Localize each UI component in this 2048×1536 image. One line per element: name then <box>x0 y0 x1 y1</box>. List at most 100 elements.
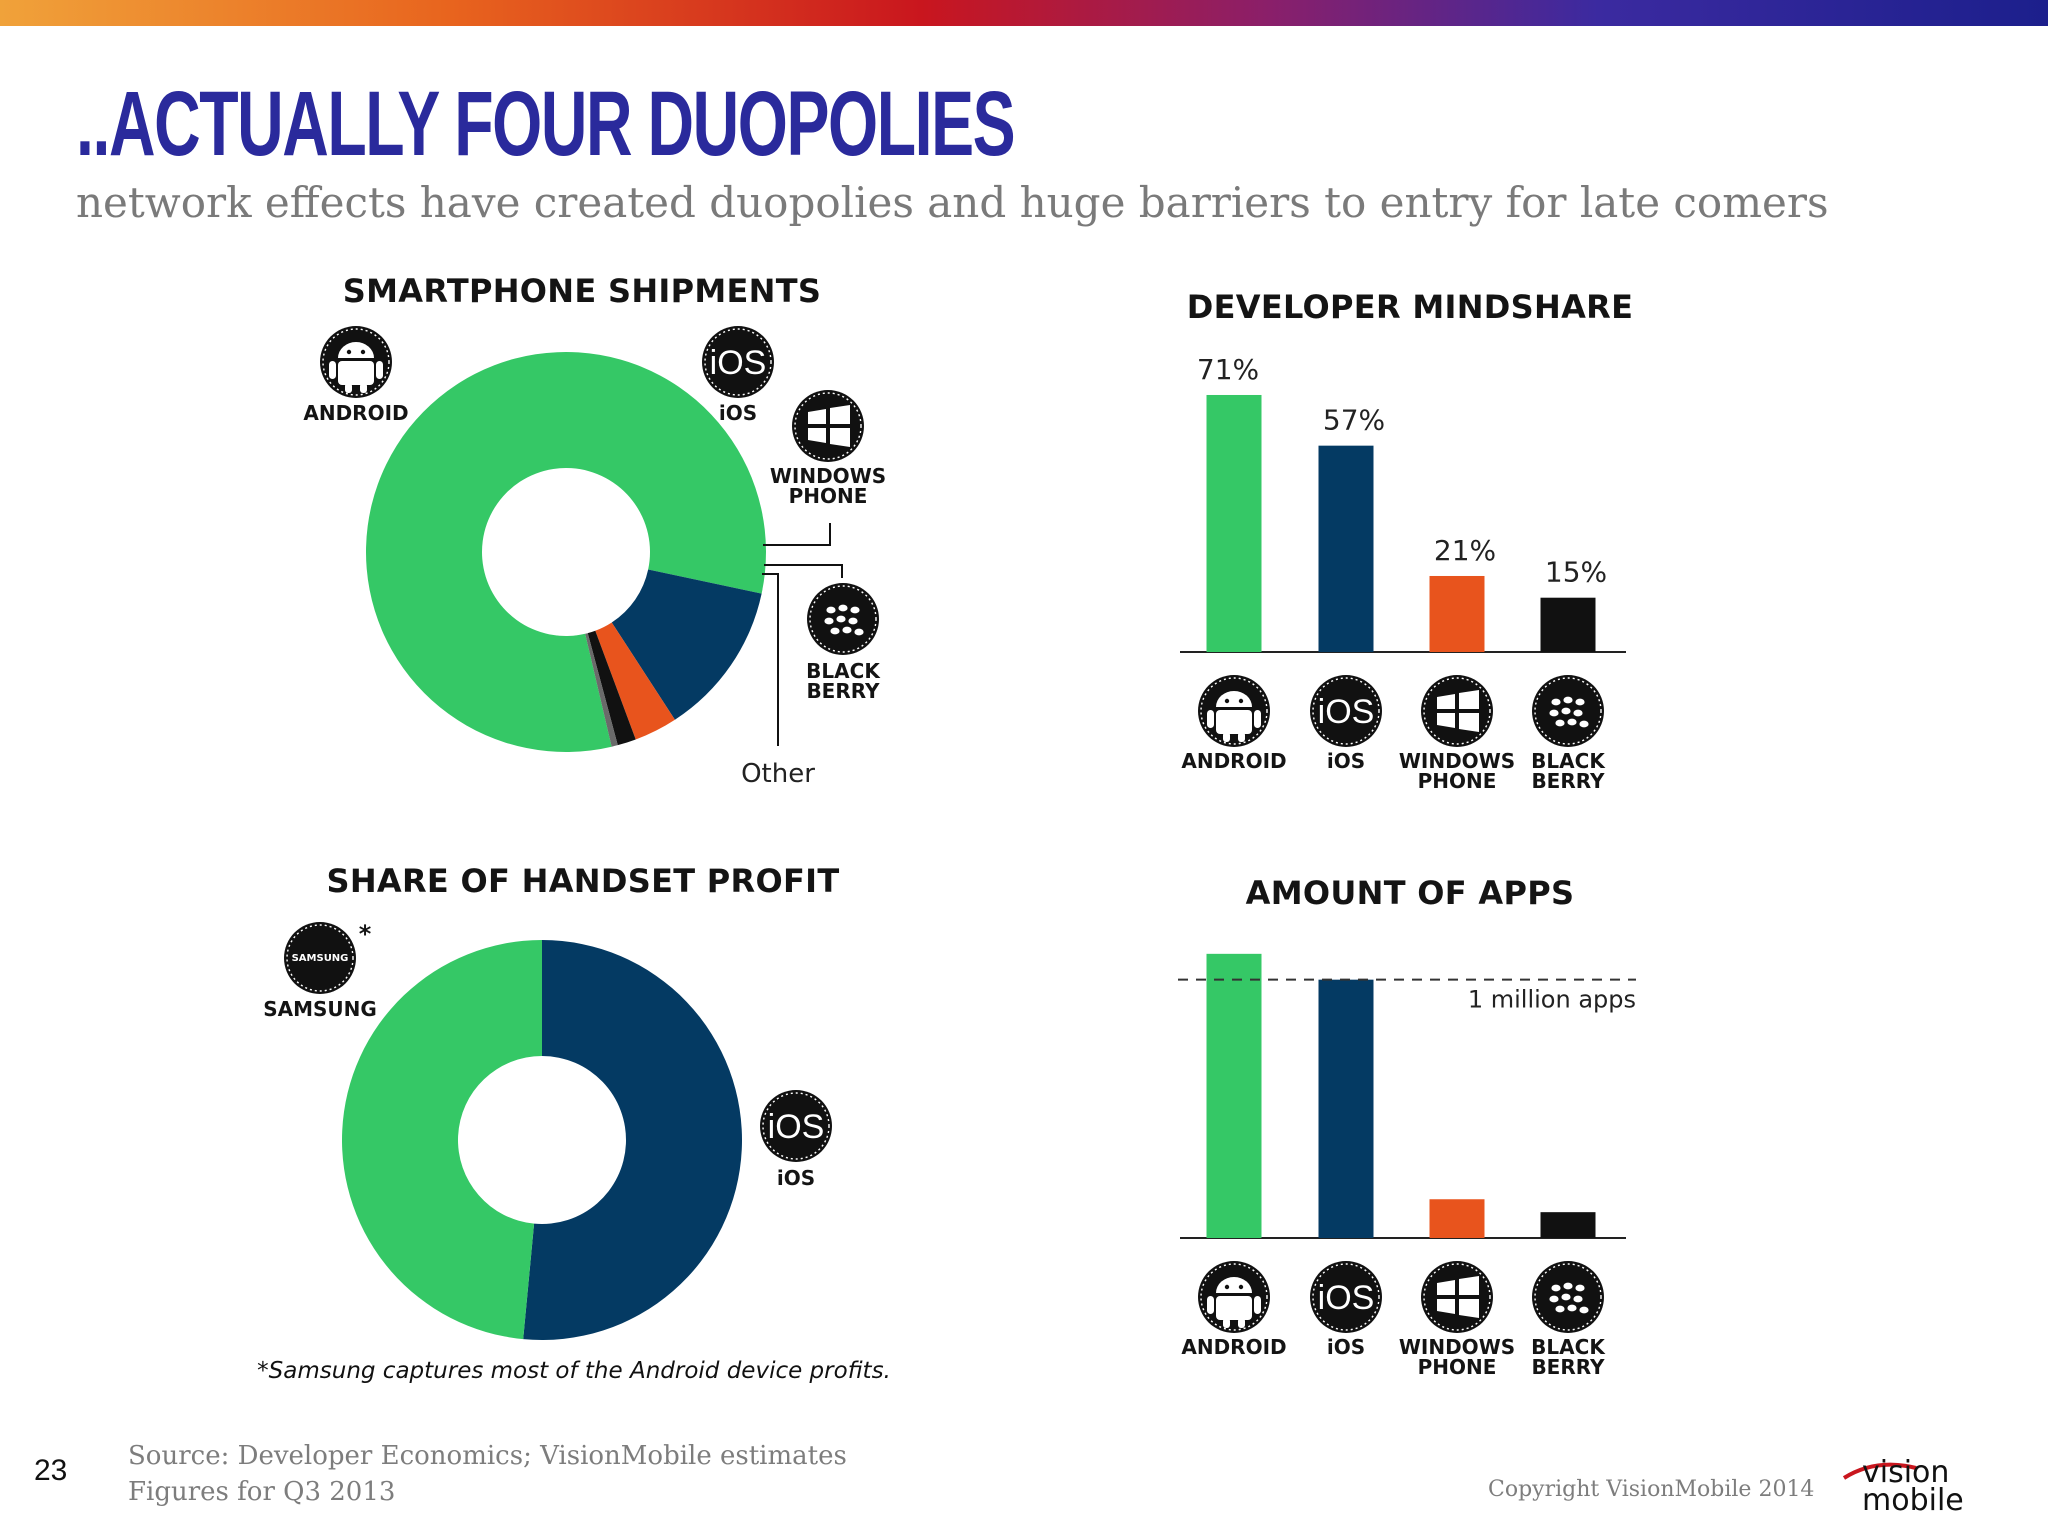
blackberry-dot-0 <box>826 606 836 614</box>
badge-ring <box>1312 677 1380 745</box>
android-eye-right <box>1238 1284 1244 1290</box>
label-windows-line1: WINDOWS <box>770 464 886 488</box>
visionmobile-logo-mark: vision mobile <box>1842 1455 1964 1518</box>
logo-swoosh <box>1842 1462 1917 1480</box>
badge-ring <box>1312 1263 1380 1331</box>
category-android: ANDROID <box>1181 749 1286 773</box>
handset-profit-panel: SHARE OF HANDSET PROFIT SAMSUNG * SAMSUNG i… <box>257 856 920 1396</box>
blackberry-dot-5 <box>1573 1295 1583 1303</box>
blackberry-dot-1 <box>1563 1282 1573 1290</box>
badge-circle <box>1310 1261 1382 1333</box>
badge-ring <box>762 1092 830 1160</box>
figures-line: Figures for Q3 2013 <box>128 1477 396 1507</box>
blackberry-dot-3 <box>1549 709 1559 717</box>
windows-icon <box>792 390 864 462</box>
category-windows-line1: WINDOWS <box>1399 1335 1515 1359</box>
slice-ios <box>611 569 762 720</box>
blackberry-dot-1 <box>838 604 848 612</box>
slide-title: ..Actually four duopolies <box>76 73 1016 175</box>
blackberry-dot-3 <box>824 617 834 625</box>
blackberry-dot-4 <box>1561 707 1571 715</box>
reference-line-label: 1 million apps <box>1468 986 1636 1014</box>
android-eye-right <box>360 349 366 355</box>
android-arm-left <box>1207 1296 1214 1314</box>
badge-ring <box>809 585 877 653</box>
bar-android <box>1206 953 1262 1238</box>
visionmobile-logo: vision mobile <box>1836 1454 2006 1518</box>
android-body <box>338 361 374 385</box>
amount-of-apps-panel: AMOUNT OF APPS iOS ANDROID iOS WINDOWS PHONE… <box>1170 868 1650 1388</box>
developer-mindshare-panel: DEVELOPER MINDSHARE 71% 57% iOS 21% 15% ANDRO… <box>1170 282 1650 802</box>
badge-circle <box>284 922 356 994</box>
samsung-icon: SAMSUNG <box>284 922 356 994</box>
windows-pane-tr <box>830 405 850 424</box>
smartphone-shipments-title: SMARTPHONE SHIPMENTS <box>342 272 822 310</box>
badge-ring <box>1200 677 1268 745</box>
source-line: Source: Developer Economics; VisionMobil… <box>128 1441 847 1471</box>
label-ios: iOS <box>719 401 757 425</box>
blackberry-dot-6 <box>1555 719 1565 727</box>
category-android: ANDROID <box>1181 1335 1286 1359</box>
windows-pane-bl <box>1437 1299 1455 1314</box>
badge-circle <box>792 390 864 462</box>
bar-ios <box>1318 445 1374 652</box>
ios-badge-text: iOS <box>768 1108 825 1146</box>
android-arm-left <box>329 361 336 379</box>
badge-circle <box>760 1090 832 1162</box>
windows-icon <box>1421 1261 1493 1333</box>
value-label-blackberry: 15% <box>1545 556 1607 589</box>
blackberry-dot-7 <box>1567 718 1577 726</box>
badge-ring <box>1534 677 1602 745</box>
blackberry-dot-8 <box>854 628 864 636</box>
android-body <box>1216 710 1252 734</box>
bar-windows <box>1429 575 1485 652</box>
android-arm-left <box>1207 710 1214 728</box>
developer-mindshare-title: DEVELOPER MINDSHARE <box>1186 288 1634 326</box>
page-number: 23 <box>34 1454 68 1487</box>
blackberry-dot-5 <box>1573 709 1583 717</box>
badge-circle <box>1421 675 1493 747</box>
leader-windows <box>763 523 831 546</box>
blackberry-dot-7 <box>842 626 852 634</box>
blackberry-dot-0 <box>1551 1284 1561 1292</box>
blackberry-dot-8 <box>1579 720 1589 728</box>
value-label-ios: 57% <box>1323 404 1385 437</box>
windows-icon <box>1421 675 1493 747</box>
badge-ring <box>704 328 772 396</box>
category-ios: iOS <box>1327 749 1365 773</box>
badge-ring <box>286 924 354 992</box>
value-label-windows: 21% <box>1434 534 1496 567</box>
label-blackberry-line1: BLACK <box>806 659 881 683</box>
ios-icon: iOS <box>760 1090 832 1162</box>
android-eye-left <box>1224 698 1230 704</box>
bar-ios <box>1318 979 1374 1238</box>
leader-other <box>762 573 779 746</box>
android-icon <box>1198 1261 1270 1333</box>
android-head <box>1216 1277 1252 1293</box>
android-icon <box>1198 675 1270 747</box>
copyright-text: Copyright VisionMobile 2014 <box>1488 1477 1815 1502</box>
android-leg-left <box>1223 732 1230 742</box>
android-icon <box>320 326 392 398</box>
amount-of-apps-title: AMOUNT OF APPS <box>1245 874 1575 912</box>
blackberry-dot-2 <box>1575 1284 1585 1292</box>
windows-pane-br <box>1459 713 1479 732</box>
category-blackberry-line1: BLACK <box>1531 749 1606 773</box>
logo-text-vision: vision <box>1862 1455 1949 1490</box>
label-android: ANDROID <box>303 401 408 425</box>
badge-ring <box>322 328 390 396</box>
label-ios: iOS <box>777 1166 815 1190</box>
blackberry-dot-8 <box>1579 1306 1589 1314</box>
android-eye-left <box>346 349 352 355</box>
windows-pane-tl <box>808 409 826 424</box>
bar-android <box>1206 394 1262 652</box>
label-blackberry-line2: BERRY <box>806 679 880 703</box>
leader-blackberry <box>764 564 843 578</box>
android-leg-left <box>345 383 352 393</box>
slide-subtitle: network effects have created duopolies a… <box>76 178 1829 227</box>
windows-pane-bl <box>1437 713 1455 728</box>
ios-icon: iOS <box>1310 1261 1382 1333</box>
category-blackberry-line1: BLACK <box>1531 1335 1606 1359</box>
